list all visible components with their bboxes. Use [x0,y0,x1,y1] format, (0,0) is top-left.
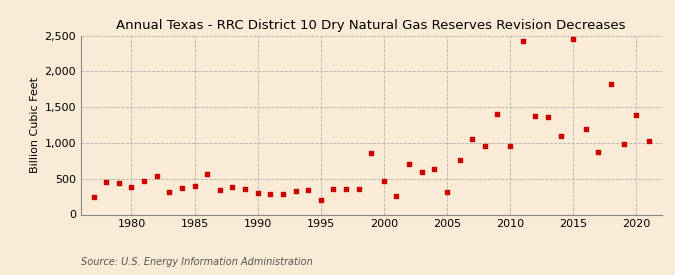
Point [227,185,238,189]
Point [126,185,137,189]
Point [479,144,490,148]
Point [593,150,604,155]
Point [631,113,642,117]
Point [391,194,402,198]
Point [429,167,439,172]
Point [580,127,591,132]
Point [101,179,111,184]
Title: Annual Texas - RRC District 10 Dry Natural Gas Reserves Revision Decreases: Annual Texas - RRC District 10 Dry Natur… [117,19,626,32]
Point [328,187,339,192]
Point [265,192,275,196]
Point [366,151,377,155]
Y-axis label: Billion Cubic Feet: Billion Cubic Feet [30,77,40,173]
Point [543,115,554,119]
Point [189,184,200,188]
Point [555,134,566,138]
Point [177,186,188,190]
Point [505,144,516,148]
Point [215,188,225,192]
Point [379,179,389,183]
Point [353,187,364,192]
Point [303,188,314,192]
Point [605,82,616,87]
Point [568,36,578,41]
Point [517,39,528,44]
Point [151,174,162,178]
Point [341,187,352,192]
Point [277,192,288,196]
Point [643,139,654,143]
Point [113,181,124,185]
Point [492,112,503,117]
Point [618,142,629,146]
Text: Source: U.S. Energy Information Administration: Source: U.S. Energy Information Administ… [81,257,313,267]
Point [252,191,263,195]
Point [404,162,414,167]
Point [240,187,250,191]
Point [88,194,99,199]
Point [138,179,149,183]
Point [441,190,452,194]
Point [290,189,301,193]
Point [164,189,175,194]
Point [416,169,427,174]
Point [454,158,465,162]
Point [530,114,541,118]
Point [467,137,478,142]
Point [202,172,213,177]
Point [315,198,326,202]
